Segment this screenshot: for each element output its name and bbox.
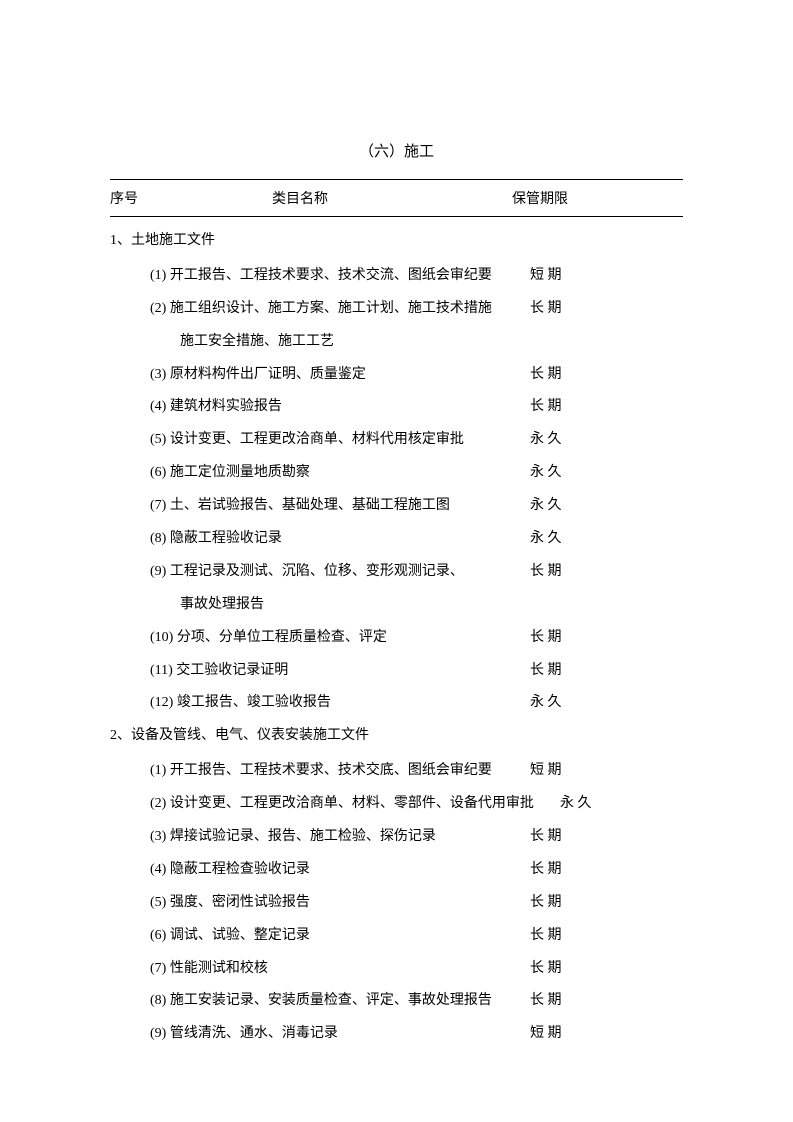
header-col-3: 保管期限	[440, 188, 640, 208]
section-1-heading: 1、土地施工文件	[110, 225, 683, 258]
item-period: 长 期	[530, 556, 683, 589]
item-row: (9) 管线清洗、通水、消毒记录 短 期	[110, 1018, 683, 1051]
page-title: （六）施工	[110, 140, 683, 161]
item-name: (9) 工程记录及测试、沉陷、位移、变形观测记录、	[150, 556, 530, 589]
item-period: 短 期	[530, 260, 683, 293]
item-period: 永 久	[530, 523, 683, 556]
item-period: 短 期	[530, 755, 683, 788]
item-name: (2) 施工组织设计、施工方案、施工计划、施工技术措施	[150, 293, 530, 326]
item-period: 永 久	[530, 457, 683, 490]
item-row: (4) 隐蔽工程检查验收记录 长 期	[110, 854, 683, 887]
header-col-1: 序号	[110, 188, 160, 208]
item-period: 长 期	[530, 985, 683, 1018]
item-period: 短 期	[530, 1018, 683, 1051]
item-period: 永 久	[530, 490, 683, 523]
item-continuation: 施工安全措施、施工工艺	[110, 326, 683, 359]
item-row: (1) 开工报告、工程技术要求、技术交底、图纸会审纪要 短 期	[110, 755, 683, 788]
header-col-2: 类目名称	[160, 188, 440, 208]
table-header: 序号 类目名称 保管期限	[110, 179, 683, 217]
item-name: (8) 施工安装记录、安装质量检查、评定、事故处理报告	[150, 985, 530, 1018]
item-row: (2) 施工组织设计、施工方案、施工计划、施工技术措施 长 期	[110, 293, 683, 326]
item-name: (3) 原材料构件出厂证明、质量鉴定	[150, 359, 530, 392]
item-name: (6) 施工定位测量地质勘察	[150, 457, 530, 490]
item-row: (7) 性能测试和校核 长 期	[110, 953, 683, 986]
item-name: (6) 调试、试验、整定记录	[150, 920, 530, 953]
item-period: 长 期	[530, 953, 683, 986]
item-name: (7) 性能测试和校核	[150, 953, 530, 986]
item-period: 永 久	[530, 424, 683, 457]
item-row: (1) 开工报告、工程技术要求、技术交流、图纸会审纪要 短 期	[110, 260, 683, 293]
item-row: (2) 设计变更、工程更改洽商单、材料、零部件、设备代用审批 永 久	[110, 788, 683, 821]
item-name: (12) 竣工报告、竣工验收报告	[150, 687, 530, 720]
item-row: (8) 隐蔽工程验收记录 永 久	[110, 523, 683, 556]
item-name: (4) 建筑材料实验报告	[150, 391, 530, 424]
item-period: 长 期	[530, 920, 683, 953]
item-name: (1) 开工报告、工程技术要求、技术交流、图纸会审纪要	[150, 260, 530, 293]
item-row: (5) 强度、密闭性试验报告 长 期	[110, 887, 683, 920]
item-name: (5) 设计变更、工程更改洽商单、材料代用核定审批	[150, 424, 530, 457]
item-period: 永 久	[530, 687, 683, 720]
item-row: (3) 原材料构件出厂证明、质量鉴定 长 期	[110, 359, 683, 392]
item-name: (2) 设计变更、工程更改洽商单、材料、零部件、设备代用审批	[150, 788, 560, 821]
item-period: 长 期	[530, 293, 683, 326]
item-row: (6) 施工定位测量地质勘察 永 久	[110, 457, 683, 490]
item-name: (11) 交工验收记录证明	[150, 655, 530, 688]
item-continuation: 事故处理报告	[110, 589, 683, 622]
item-period: 长 期	[530, 391, 683, 424]
item-period: 长 期	[530, 359, 683, 392]
item-period: 长 期	[530, 854, 683, 887]
item-period: 长 期	[530, 887, 683, 920]
item-name: (7) 土、岩试验报告、基础处理、基础工程施工图	[150, 490, 530, 523]
item-period: 长 期	[530, 655, 683, 688]
item-row: (4) 建筑材料实验报告 长 期	[110, 391, 683, 424]
item-row: (9) 工程记录及测试、沉陷、位移、变形观测记录、 长 期	[110, 556, 683, 589]
item-period: 永 久	[560, 788, 683, 821]
item-name: (3) 焊接试验记录、报告、施工检验、探伤记录	[150, 821, 530, 854]
item-row: (7) 土、岩试验报告、基础处理、基础工程施工图 永 久	[110, 490, 683, 523]
item-name: (1) 开工报告、工程技术要求、技术交底、图纸会审纪要	[150, 755, 530, 788]
item-name: (10) 分项、分单位工程质量检查、评定	[150, 622, 530, 655]
item-row: (6) 调试、试验、整定记录 长 期	[110, 920, 683, 953]
item-period: 长 期	[530, 821, 683, 854]
item-row: (12) 竣工报告、竣工验收报告 永 久	[110, 687, 683, 720]
section-2-heading: 2、设备及管线、电气、仪表安装施工文件	[110, 720, 683, 753]
item-row: (3) 焊接试验记录、报告、施工检验、探伤记录 长 期	[110, 821, 683, 854]
item-row: (11) 交工验收记录证明 长 期	[110, 655, 683, 688]
item-name: (8) 隐蔽工程验收记录	[150, 523, 530, 556]
item-row: (8) 施工安装记录、安装质量检查、评定、事故处理报告 长 期	[110, 985, 683, 1018]
item-row: (5) 设计变更、工程更改洽商单、材料代用核定审批 永 久	[110, 424, 683, 457]
item-row: (10) 分项、分单位工程质量检查、评定 长 期	[110, 622, 683, 655]
item-name: (5) 强度、密闭性试验报告	[150, 887, 530, 920]
item-name: (4) 隐蔽工程检查验收记录	[150, 854, 530, 887]
item-name: (9) 管线清洗、通水、消毒记录	[150, 1018, 530, 1051]
item-period: 长 期	[530, 622, 683, 655]
content-body: 1、土地施工文件 (1) 开工报告、工程技术要求、技术交流、图纸会审纪要 短 期…	[110, 217, 683, 1051]
